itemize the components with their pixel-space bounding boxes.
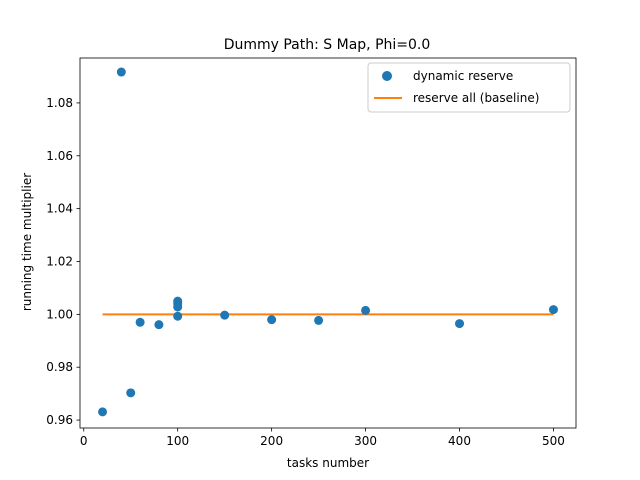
x-tick-label: 100	[166, 434, 189, 448]
data-point	[173, 311, 183, 321]
legend-label-dynamic-reserve: dynamic reserve	[413, 69, 513, 83]
data-point	[267, 315, 277, 325]
data-point	[126, 388, 136, 398]
x-axis: 0 100 200 300 400 500	[80, 428, 565, 448]
x-tick-label: 400	[448, 434, 471, 448]
dynamic-reserve-series	[98, 67, 558, 417]
y-tick-label: 0.98	[46, 360, 73, 374]
y-tick-label: 1.04	[46, 202, 73, 216]
x-tick-label: 500	[542, 434, 565, 448]
data-point	[455, 319, 465, 329]
data-point	[220, 310, 230, 320]
data-point	[361, 305, 371, 315]
data-point	[173, 302, 183, 312]
axes-frame	[79, 57, 577, 429]
y-axis-label: running time multiplier	[20, 173, 34, 311]
chart-title: Dummy Path: S Map, Phi=0.0	[224, 37, 431, 53]
data-point	[154, 320, 164, 330]
legend-box	[367, 62, 571, 113]
legend: dynamic reserve reserve all (baseline)	[367, 62, 571, 113]
y-tick-label: 1.00	[46, 307, 73, 321]
legend-label-baseline: reserve all (baseline)	[413, 91, 539, 105]
x-tick-label: 300	[354, 434, 377, 448]
y-tick-label: 1.06	[46, 149, 73, 163]
x-tick-label: 0	[80, 434, 88, 448]
data-point	[314, 315, 324, 325]
data-point	[98, 407, 108, 417]
y-tick-label: 1.08	[46, 96, 73, 110]
y-axis: 0.96 0.98 1.00 1.02 1.04 1.06 1.08	[46, 96, 80, 427]
y-tick-label: 0.96	[46, 413, 73, 427]
plot-area	[79, 57, 577, 429]
y-tick-label: 1.02	[46, 255, 73, 269]
data-point	[116, 67, 126, 77]
x-tick-label: 200	[260, 434, 283, 448]
data-point	[135, 317, 145, 327]
data-point	[548, 305, 558, 315]
legend-marker-dynamic-reserve	[382, 71, 392, 81]
x-axis-label: tasks number	[287, 456, 369, 470]
